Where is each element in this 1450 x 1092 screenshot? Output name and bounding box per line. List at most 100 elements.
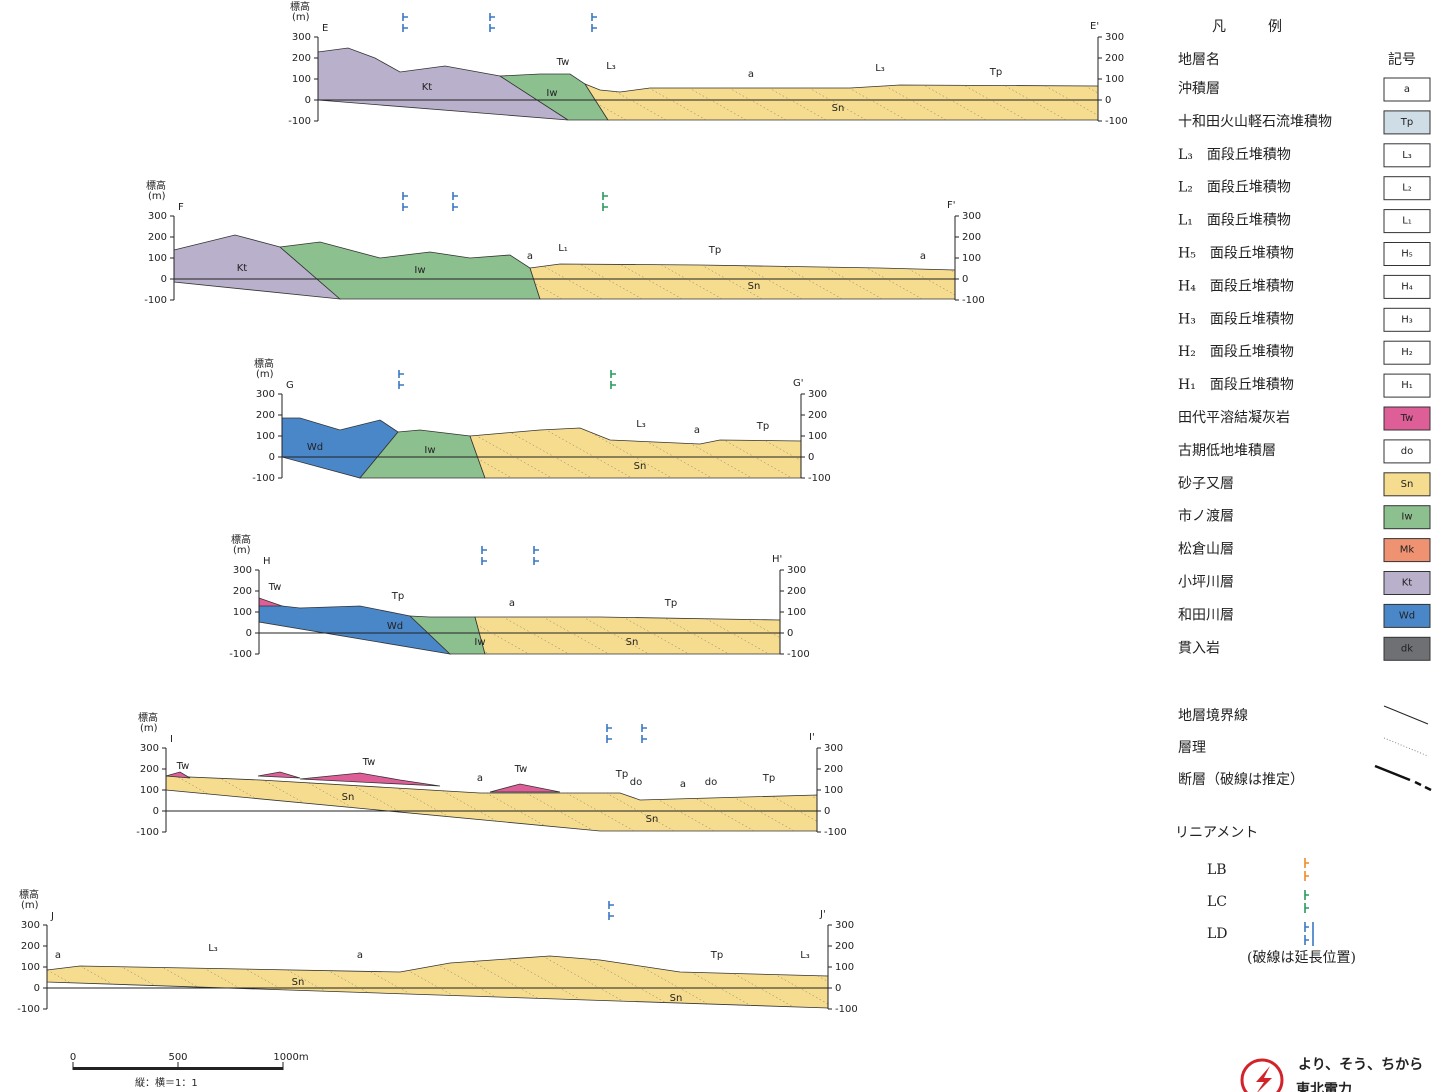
elevation-tick-label: 0 (1105, 95, 1111, 106)
elevation-tick-label: 200 (962, 232, 981, 243)
section-right-label: F' (947, 200, 956, 211)
legend-symbol-box (1383, 274, 1431, 299)
bedding-line (14, 216, 164, 300)
legend-symbol-box (1383, 538, 1431, 563)
lineament-name: LD (1207, 926, 1228, 942)
layer-sn (583, 83, 1099, 121)
elevation-tick-label: 200 (787, 586, 806, 597)
lineament-marker (398, 370, 404, 389)
legend-unit-name: 砂子又層 (1178, 476, 1234, 492)
legend-symbol: H₃ (1401, 314, 1413, 325)
layer-label: Tp (989, 67, 1002, 78)
legend-unit-name: 小坪川層 (1178, 575, 1234, 591)
layer-label: Tp (708, 245, 721, 256)
legend-unit-name: 和田川層 (1178, 607, 1234, 623)
bedding-line (0, 748, 116, 832)
section-left-label: G (286, 380, 294, 391)
legend-symbol-box (1383, 373, 1431, 398)
legend-symbol: Sn (1401, 479, 1414, 490)
layer-label: L₃ (208, 943, 218, 954)
elevation-tick-label: 200 (233, 586, 252, 597)
legend-unit-name: 市ノ渡層 (1178, 508, 1234, 525)
legend-symbol: do (1401, 446, 1413, 457)
lineament-marker (602, 192, 608, 211)
bedding-line (122, 394, 272, 478)
elevation-tick-label: 0 (246, 628, 252, 639)
legend-symbol-box (1383, 636, 1431, 661)
legend-unit-name: 貫入岩 (1178, 640, 1220, 656)
elevation-tick-label: 200 (824, 764, 843, 775)
layer-label: L₃ (636, 419, 646, 430)
layer-sn (46, 955, 829, 1009)
layer-wd (258, 605, 452, 655)
legend-unit-name: H₂ 面段丘堆積物 (1178, 344, 1294, 360)
legend-symbol-box (1383, 439, 1431, 464)
legend-symbol: Kt (1402, 578, 1413, 589)
elevation-tick-label: 200 (1105, 53, 1124, 64)
layer-sn (474, 616, 781, 655)
axis-unit: (m) (256, 369, 274, 380)
axis-unit: (m) (148, 191, 166, 202)
layer-label: a (680, 779, 686, 790)
axis-unit: (m) (292, 12, 310, 23)
layer-label: Tw (514, 764, 528, 775)
layer-label: a (748, 69, 754, 80)
elevation-tick-label: 200 (140, 764, 159, 775)
legend-title: 凡 例 (1212, 19, 1282, 35)
elevation-tick-label: -100 (288, 116, 311, 127)
axis-title: 標高 (290, 0, 310, 13)
elevation-tick-label: 300 (824, 743, 843, 754)
lineament-symbol (1304, 922, 1309, 945)
layer-tw (257, 771, 301, 779)
cross-section: 300 200 100 0 -100 300 200 100 0 -100 標高(m) E E' Kt Iw… (288, 0, 1127, 127)
axis-unit: (m) (140, 723, 158, 734)
elevation-tick-label: 0 (305, 95, 311, 106)
layer-label: Sn (646, 814, 659, 825)
layer-label: Kt (237, 263, 248, 274)
layer-label: Tw (176, 761, 190, 772)
legend-unit-name: L₃ 面段丘堆積物 (1178, 147, 1291, 163)
legend-symbol: H₂ (1401, 347, 1413, 358)
legend-unit-name: L₂ 面段丘堆積物 (1178, 180, 1291, 196)
axis-title: 標高 (146, 179, 166, 192)
legend-unit-name: 松倉山層 (1178, 542, 1234, 558)
elevation-tick-label: 300 (1105, 32, 1124, 43)
layer-label: Tw (268, 582, 282, 593)
bedding-line (99, 570, 249, 654)
axis-title: 標高 (231, 533, 251, 546)
legend-symbol: Mk (1400, 545, 1415, 556)
layer-label: a (509, 598, 515, 609)
scale-label: 0 (70, 1052, 76, 1063)
layer-label: a (527, 251, 533, 262)
lineament-marker (481, 546, 487, 565)
elevation-tick-label: -100 (136, 827, 159, 838)
scale-label: 500 (168, 1052, 187, 1063)
elevation-tick-label: 100 (233, 607, 252, 618)
legend-symbol-box (1383, 307, 1431, 332)
legend-symbol: H₁ (1401, 380, 1413, 391)
elevation-tick-label: 0 (824, 806, 830, 817)
lineament-symbol (1304, 858, 1309, 881)
lineament-title: リニアメント (1175, 825, 1258, 841)
layer-label: do (630, 777, 642, 788)
legend-symbol-header: 記号 (1388, 51, 1416, 68)
bedding-line (0, 216, 124, 300)
legend-symbol-box (1383, 209, 1431, 234)
axis-title: 標高 (19, 888, 39, 901)
layer-label: Tp (710, 950, 723, 961)
lineament-name: LC (1207, 894, 1227, 910)
layer-label: Iw (424, 445, 435, 456)
layer-label: Sn (748, 281, 761, 292)
legend-symbol-box (1383, 242, 1431, 266)
elevation-tick-label: 100 (824, 785, 843, 796)
layer-label: L₃ (875, 63, 885, 74)
layer-tw (165, 771, 191, 779)
layer-tw (489, 783, 561, 793)
lineament-symbol (1304, 890, 1309, 913)
axis-title: 標高 (138, 711, 158, 724)
legend-symbol-box (1383, 110, 1431, 135)
layer-label: L₃ (606, 61, 616, 72)
section-right-label: H' (772, 554, 782, 565)
